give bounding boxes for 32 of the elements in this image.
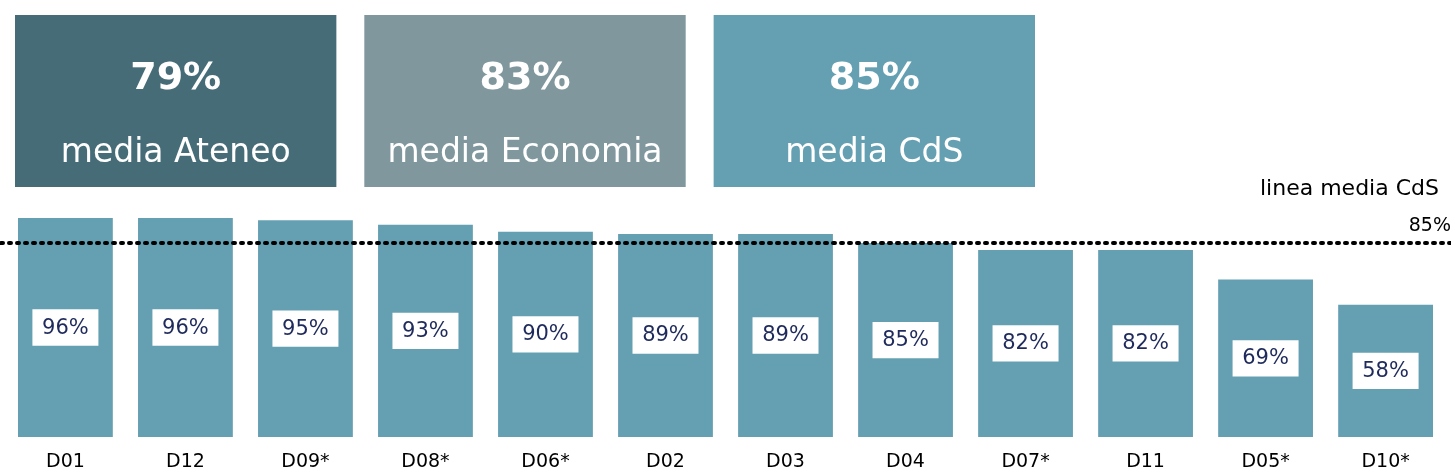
- data-label: 69%: [1242, 345, 1289, 370]
- data-label: 82%: [1002, 330, 1049, 355]
- data-label: 96%: [42, 314, 89, 339]
- data-label: 96%: [162, 314, 209, 339]
- x-tick-label: D09*: [281, 448, 330, 471]
- x-tick-label: D10*: [1361, 448, 1410, 471]
- category-label: media Ateneo: [60, 131, 291, 170]
- data-label: 89%: [642, 322, 689, 347]
- x-tick-label: D06*: [521, 448, 570, 471]
- ref-line-label: 85%: [1408, 213, 1451, 236]
- x-tick-label: D12: [166, 448, 205, 471]
- x-tick-label: D11: [1126, 448, 1165, 471]
- text: linea media CdS: [1260, 175, 1439, 200]
- data-label: 93%: [402, 317, 449, 342]
- category-label: media Economia: [387, 131, 663, 170]
- data-label: 58%: [1362, 357, 1409, 382]
- data-label: 85%: [882, 327, 929, 352]
- x-tick-label: D03: [766, 448, 805, 471]
- data-label: 79%: [130, 54, 222, 98]
- x-tick-label: D01: [46, 448, 85, 471]
- data-label: 85%: [828, 54, 920, 98]
- data-label: 82%: [1122, 330, 1169, 355]
- x-tick-label: D04: [886, 448, 925, 471]
- category-label: media CdS: [785, 131, 964, 170]
- x-tick-label: D02: [646, 448, 685, 471]
- data-label: 90%: [522, 321, 569, 346]
- x-tick-label: D07*: [1001, 448, 1050, 471]
- data-label: 83%: [479, 54, 571, 98]
- data-label: 89%: [762, 322, 809, 347]
- x-tick-label: D08*: [401, 448, 450, 471]
- data-label: 95%: [282, 315, 329, 340]
- x-tick-label: D05*: [1241, 448, 1290, 471]
